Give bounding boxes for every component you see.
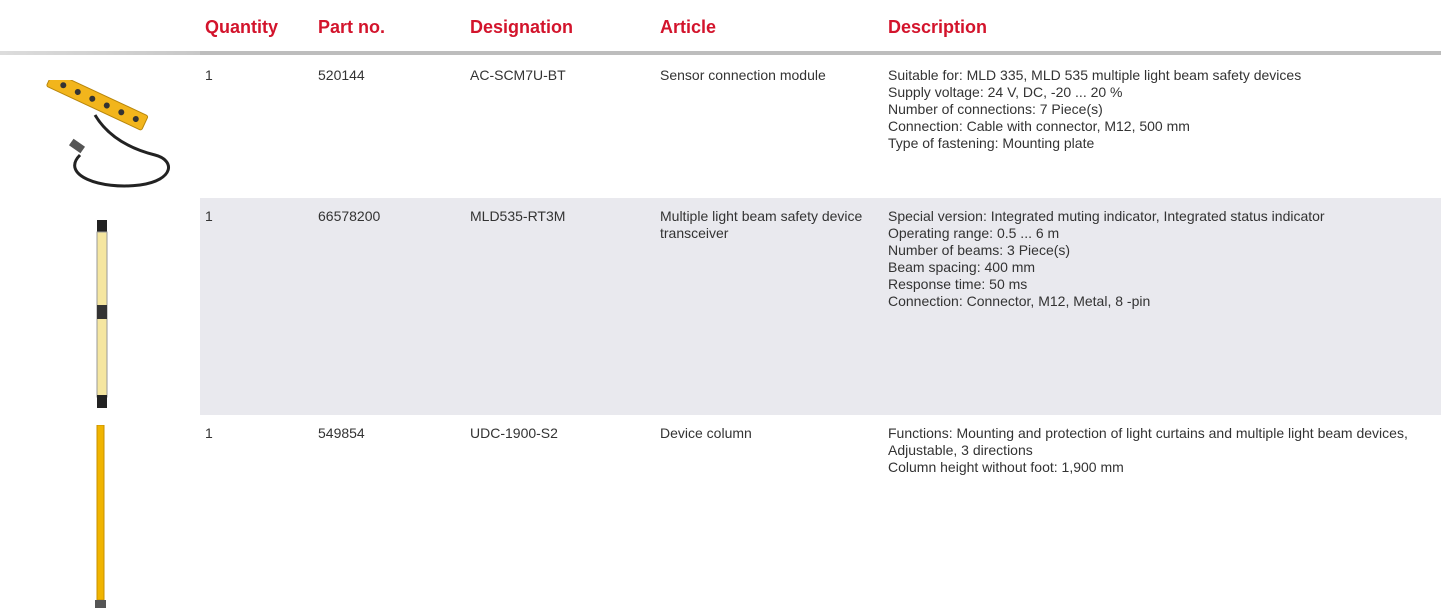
description: Suitable for: MLD 335, MLD 535 multiple … — [888, 67, 1438, 152]
header-rule — [0, 51, 1441, 55]
cell: 520144 — [318, 67, 365, 83]
description-line: Supply voltage: 24 V, DC, -20 ... 20 % — [888, 84, 1123, 100]
description-line: Special version: Integrated muting indic… — [888, 208, 1325, 224]
description-line: Type of fastening: Mounting plate — [888, 135, 1095, 151]
description: Special version: Integrated muting indic… — [888, 208, 1438, 310]
description-line: Beam spacing: 400 mm — [888, 259, 1036, 275]
cell: AC-SCM7U-BT — [470, 67, 566, 83]
cell: Sensor connection module — [660, 67, 826, 83]
table-row: 1 549854 UDC-1900-S2 Device column Functions… — [200, 415, 1441, 608]
cell: Multiple light beam safety device transc… — [660, 208, 863, 241]
cell: UDC-1900-S2 — [470, 425, 558, 441]
column-header: Designation — [470, 17, 574, 37]
description-line: Connection: Cable with connector, M12, 5… — [888, 118, 1190, 134]
description-line: Operating range: 0.5 ... 6 m — [888, 225, 1060, 241]
cell: 1 — [205, 208, 213, 224]
column-header: Part no. — [318, 17, 386, 37]
table-row: 1 66578200 MLD535-RT3M Multiple light beam … — [200, 198, 1441, 415]
column-header: Article — [660, 17, 717, 37]
description-line: Number of beams: 3 Piece(s) — [888, 242, 1071, 258]
cell: 66578200 — [318, 208, 381, 224]
cell: 1 — [205, 67, 213, 83]
description-line: Column height without foot: 1,900 mm — [888, 459, 1124, 475]
column-header: Quantity — [205, 17, 279, 37]
product-image — [95, 425, 106, 608]
description-line: Response time: 50 ms — [888, 276, 1028, 292]
cell: 549854 — [318, 425, 365, 441]
product-image — [96, 220, 108, 408]
cell: MLD535-RT3M — [470, 208, 566, 224]
description-line: Connection: Connector, M12, Metal, 8 -pi… — [888, 293, 1151, 309]
description-line: Functions: Mounting and protection of li… — [888, 425, 1408, 458]
description-line: Suitable for: MLD 335, MLD 535 multiple … — [888, 67, 1302, 83]
description: Functions: Mounting and protection of li… — [888, 425, 1438, 476]
description-line: Number of connections: 7 Piece(s) — [888, 101, 1103, 117]
column-header: Description — [888, 17, 988, 37]
product-image — [46, 80, 170, 188]
table-row: 1 520144 AC-SCM7U-BT Sensor connection modu… — [200, 57, 1441, 198]
cell: 1 — [205, 425, 213, 441]
cell: Device column — [660, 425, 752, 441]
